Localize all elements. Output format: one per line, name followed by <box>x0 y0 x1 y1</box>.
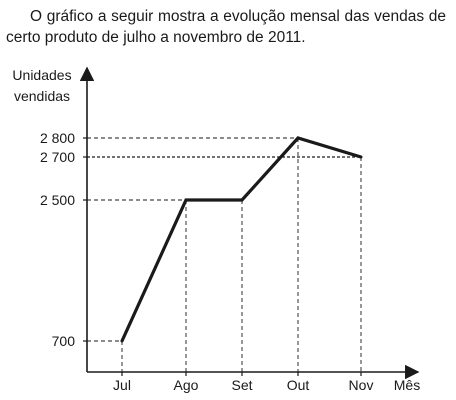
data-point <box>184 198 188 202</box>
y-tick-label: 700 <box>52 333 76 349</box>
x-tick-label: Nov <box>349 377 374 393</box>
data-point <box>359 155 363 159</box>
y-tick-label: 2 700 <box>40 149 75 165</box>
sales-series-line <box>120 136 362 342</box>
guide-lines <box>87 137 362 372</box>
y-axis-label-line1: Unidades <box>12 67 71 83</box>
x-tick-label: Ago <box>174 377 199 393</box>
x-tick-label: Jul <box>113 377 131 393</box>
data-point <box>296 136 300 140</box>
y-tick-label: 2 500 <box>40 192 75 208</box>
x-axis-label: Mês <box>394 377 420 393</box>
data-point <box>120 339 124 343</box>
y-axis-label-line2: vendidas <box>14 88 70 104</box>
y-tick-label: 2 800 <box>40 130 75 146</box>
x-tick-label: Out <box>287 377 310 393</box>
data-point <box>240 198 244 202</box>
x-tick-label: Set <box>231 377 252 393</box>
question-statement: O gráfico a seguir mostra a evolução men… <box>6 8 446 46</box>
